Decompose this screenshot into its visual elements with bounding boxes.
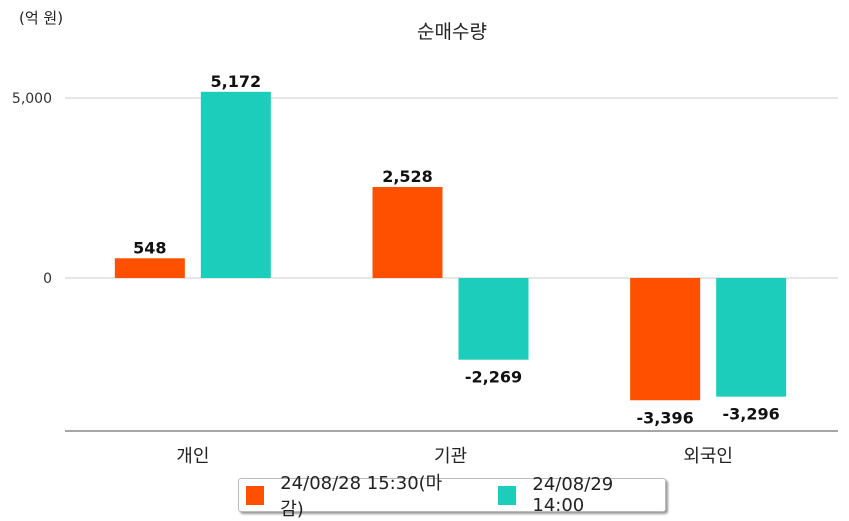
unit-label: (억 원) — [19, 9, 63, 27]
y-tick-label: 0 — [43, 271, 52, 287]
data-label: 548 — [133, 238, 166, 257]
data-label: -3,296 — [723, 405, 780, 424]
bar-1 — [458, 278, 529, 360]
legend-item-0[interactable]: 24/08/28 15:30(마감) — [246, 469, 458, 521]
x-tick-label: 외국인 — [683, 446, 733, 467]
x-tick-label: 개인 — [176, 446, 209, 467]
legend-label: 24/08/29 14:00 — [532, 474, 614, 516]
legend-label: 24/08/28 15:30(마감) — [280, 473, 443, 520]
data-label: -2,269 — [465, 368, 522, 387]
legend-swatch — [498, 485, 517, 505]
y-tick-label: 5,000 — [12, 91, 52, 107]
chart-title: 순매수량 — [417, 21, 487, 43]
bar-0 — [372, 186, 443, 278]
bar-0 — [114, 258, 185, 278]
bar-1 — [716, 278, 787, 397]
bar-0 — [630, 278, 701, 401]
x-tick-label: 기관 — [434, 446, 467, 467]
legend: 24/08/28 15:30(마감) 24/08/29 14:00 — [238, 473, 666, 520]
legend-swatch — [246, 485, 265, 505]
data-label: -3,396 — [637, 408, 694, 427]
legend-item-1[interactable]: 24/08/29 14:00 — [498, 474, 665, 516]
bar-1 — [200, 91, 271, 278]
data-label: 2,528 — [382, 167, 433, 186]
data-label: 5,172 — [211, 72, 262, 91]
